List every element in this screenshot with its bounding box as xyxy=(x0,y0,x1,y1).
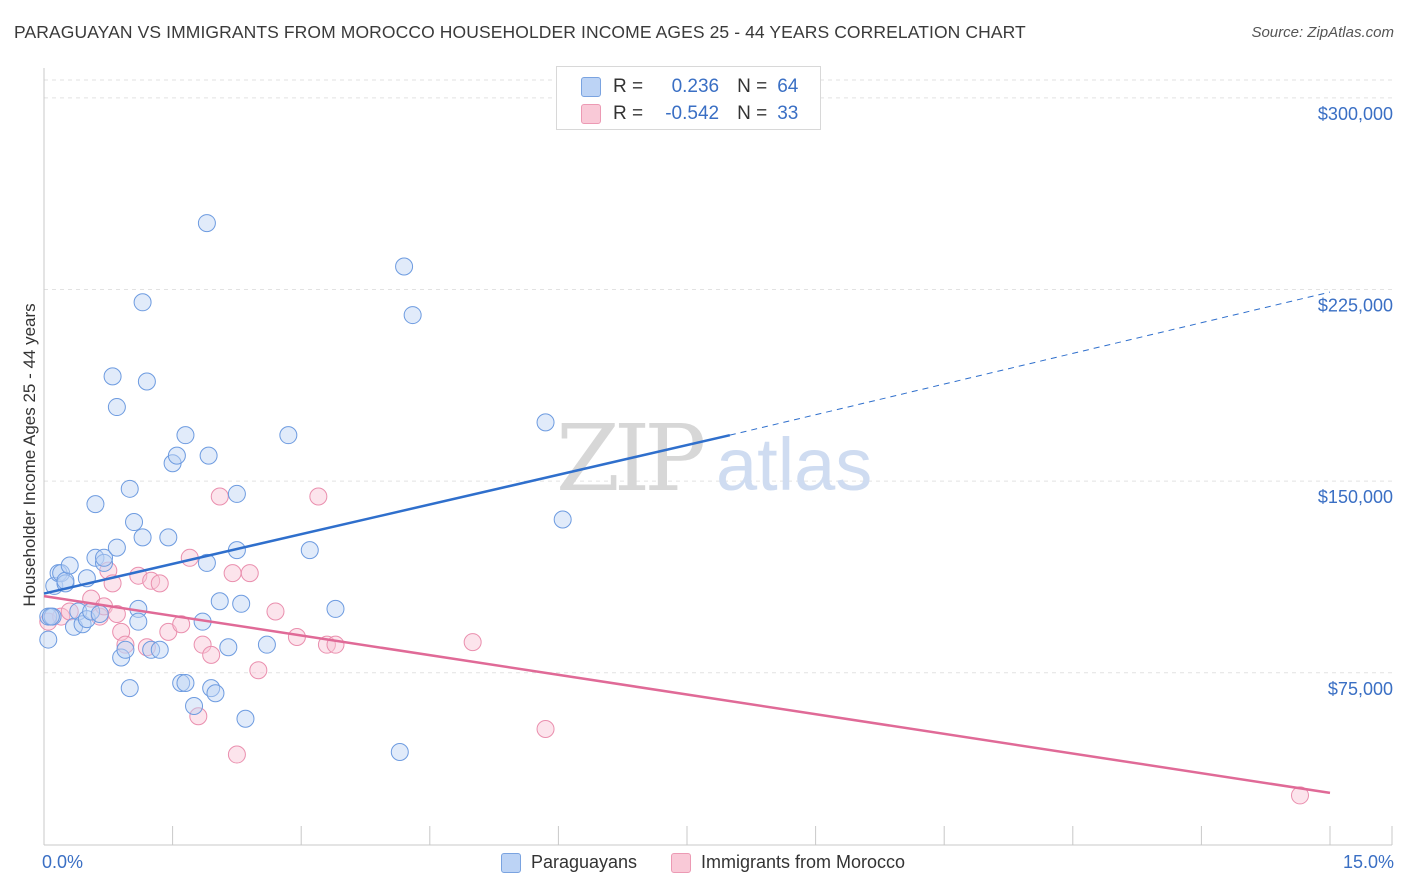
paraguayan-point xyxy=(395,257,414,276)
axes xyxy=(43,68,1393,846)
grid-lines xyxy=(44,79,1392,674)
paraguayan-point xyxy=(107,398,126,417)
paraguayan-point xyxy=(390,742,409,761)
stats-row-paraguayans: R = 0.236 N = 64 xyxy=(581,74,798,100)
trend-lines xyxy=(43,291,1331,795)
watermark-atlas: atlas xyxy=(716,423,872,506)
paraguayan-point xyxy=(176,426,195,445)
bottom-legend: Paraguayans Immigrants from Morocco xyxy=(0,852,1406,873)
paraguayan-point xyxy=(125,513,144,532)
chart-title: PARAGUAYAN VS IMMIGRANTS FROM MOROCCO HO… xyxy=(14,22,1026,42)
paraguayan-point xyxy=(300,541,319,560)
source-label: Source: ZipAtlas.com xyxy=(1251,24,1394,41)
paraguayan-trend-line xyxy=(43,433,731,595)
n-value-morocco: 33 xyxy=(777,103,799,124)
n-label: N = xyxy=(737,103,768,124)
morocco-swatch xyxy=(581,104,601,124)
x-tick-min: 0.0% xyxy=(42,852,84,872)
y-tick-label: $225,000 xyxy=(1318,296,1393,316)
morocco-point xyxy=(240,564,259,583)
paraguayan-point xyxy=(176,674,195,693)
morocco-point xyxy=(309,487,328,506)
n-label: N = xyxy=(737,76,768,97)
paraguayan-points xyxy=(39,214,572,761)
morocco-point xyxy=(227,745,246,764)
n-value-paraguayans: 64 xyxy=(777,76,799,97)
paraguayan-point xyxy=(90,605,109,624)
morocco-trend-line xyxy=(43,594,1331,795)
morocco-point xyxy=(223,564,242,583)
paraguayan-point xyxy=(41,607,60,626)
paraguayan-point xyxy=(403,306,422,325)
paraguayan-point xyxy=(129,612,148,631)
paraguayan-point xyxy=(185,697,204,716)
paraguayan-point xyxy=(133,293,152,312)
paraguayan-point xyxy=(116,640,135,659)
legend-item-morocco[interactable]: Immigrants from Morocco xyxy=(671,852,905,873)
paraguayan-point xyxy=(227,484,246,503)
paraguayan-point xyxy=(219,638,238,657)
stats-row-morocco: R = -0.542 N = 33 xyxy=(581,101,798,127)
morocco-point xyxy=(172,615,191,634)
paraguayan-trend-extension xyxy=(729,291,1331,436)
paraguayan-point xyxy=(95,553,114,572)
r-label: R = xyxy=(613,103,644,124)
paraguayan-point xyxy=(159,528,178,547)
paraguayan-point xyxy=(172,674,191,693)
paraguayan-point xyxy=(120,679,139,698)
paraguayans-swatch xyxy=(581,77,601,97)
morocco-point xyxy=(1290,786,1309,805)
paraguayan-point xyxy=(103,367,122,386)
morocco-point xyxy=(150,574,169,593)
paraguayan-point xyxy=(326,599,345,618)
r-value-morocco: -0.542 xyxy=(665,103,720,124)
y-tick-label: $150,000 xyxy=(1318,487,1393,507)
y-axis-label: Householder Income Ages 25 - 44 years xyxy=(20,303,39,607)
paraguayan-point xyxy=(150,640,169,659)
paraguayans-swatch xyxy=(500,852,521,873)
legend-label-paraguayans: Paraguayans xyxy=(530,852,638,872)
y-tick-label: $300,000 xyxy=(1318,104,1393,124)
paraguayan-point xyxy=(210,592,229,611)
paraguayan-point xyxy=(206,684,225,703)
paraguayan-point xyxy=(197,214,216,233)
paraguayan-point xyxy=(553,510,572,529)
morocco-point xyxy=(266,602,285,621)
paraguayan-point xyxy=(279,426,298,445)
paraguayan-point xyxy=(199,446,218,465)
r-label: R = xyxy=(613,76,644,97)
paraguayan-point xyxy=(39,630,58,649)
morocco-point xyxy=(536,719,555,738)
paraguayan-point xyxy=(60,556,79,575)
morocco-point xyxy=(249,661,268,680)
morocco-point xyxy=(463,633,482,652)
paraguayan-point xyxy=(107,538,126,557)
paraguayan-point xyxy=(120,479,139,498)
r-value-paraguayans: 0.236 xyxy=(671,76,720,97)
paraguayan-point xyxy=(232,594,251,613)
paraguayan-point xyxy=(197,553,216,572)
paraguayan-point xyxy=(133,528,152,547)
y-tick-label: $75,000 xyxy=(1328,679,1393,699)
paraguayan-point xyxy=(536,413,555,432)
morocco-point xyxy=(189,707,208,726)
paraguayan-point xyxy=(236,709,255,728)
morocco-point xyxy=(210,487,229,506)
stats-legend: R = 0.236 N = 64 R = -0.542 N = 33 xyxy=(556,66,821,130)
paraguayan-point xyxy=(257,635,276,654)
paraguayan-point xyxy=(167,446,186,465)
legend-label-morocco: Immigrants from Morocco xyxy=(701,852,906,872)
morocco-swatch xyxy=(671,852,692,873)
x-tick-max: 15.0% xyxy=(1342,852,1394,872)
legend-item-paraguayans[interactable]: Paraguayans xyxy=(500,852,638,873)
morocco-point xyxy=(287,628,306,647)
paraguayan-point xyxy=(86,495,105,514)
paraguayan-point xyxy=(95,548,114,567)
paraguayan-point xyxy=(137,372,156,391)
y-tick-labels: $75,000 $150,000 $225,000 $300,000 xyxy=(1318,104,1393,699)
watermark: ZIP atlas xyxy=(556,405,872,512)
morocco-point xyxy=(202,645,221,664)
